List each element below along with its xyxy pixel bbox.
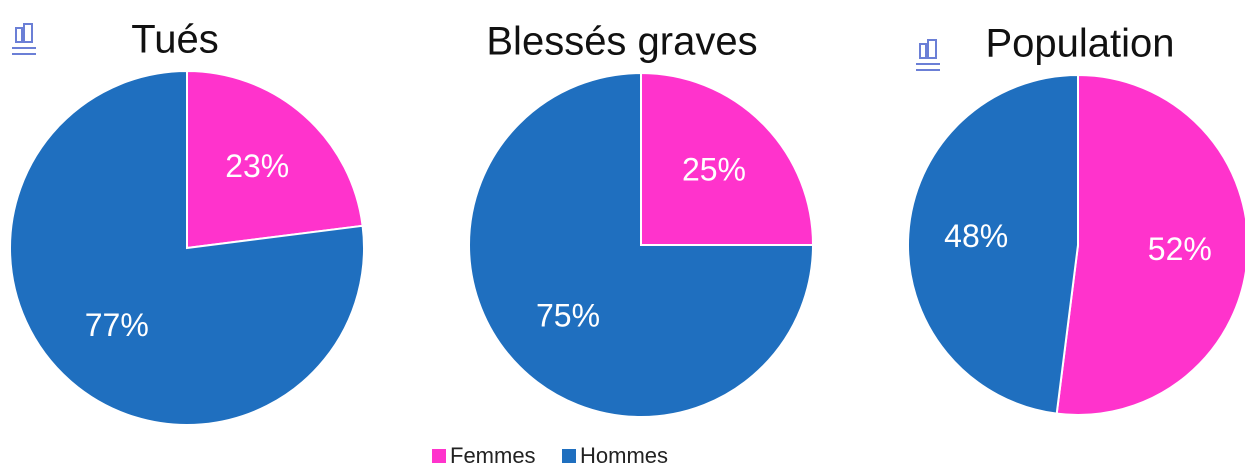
data-label: 23% (225, 148, 289, 184)
pie-slice (1055, 73, 1245, 416)
chart-title: Population (985, 22, 1174, 66)
legend-label: Hommes (580, 443, 668, 468)
data-label: 52% (1148, 231, 1212, 267)
pie-slice (907, 73, 1079, 415)
icon (12, 23, 36, 55)
data-label: 75% (536, 297, 600, 333)
pie-slice (640, 71, 815, 246)
chart-title: Blessés graves (486, 20, 757, 64)
data-label: 77% (85, 307, 149, 343)
pie-slice (186, 69, 364, 250)
legend-swatch (562, 449, 576, 463)
icon (916, 39, 940, 71)
pie-slice (468, 71, 815, 418)
pie-slice (9, 69, 365, 426)
legend-label: Femmes (450, 443, 536, 468)
legend-swatch (432, 449, 446, 463)
chart-title: Tués (131, 18, 218, 62)
data-label: 48% (944, 218, 1008, 254)
data-label: 25% (682, 151, 746, 187)
